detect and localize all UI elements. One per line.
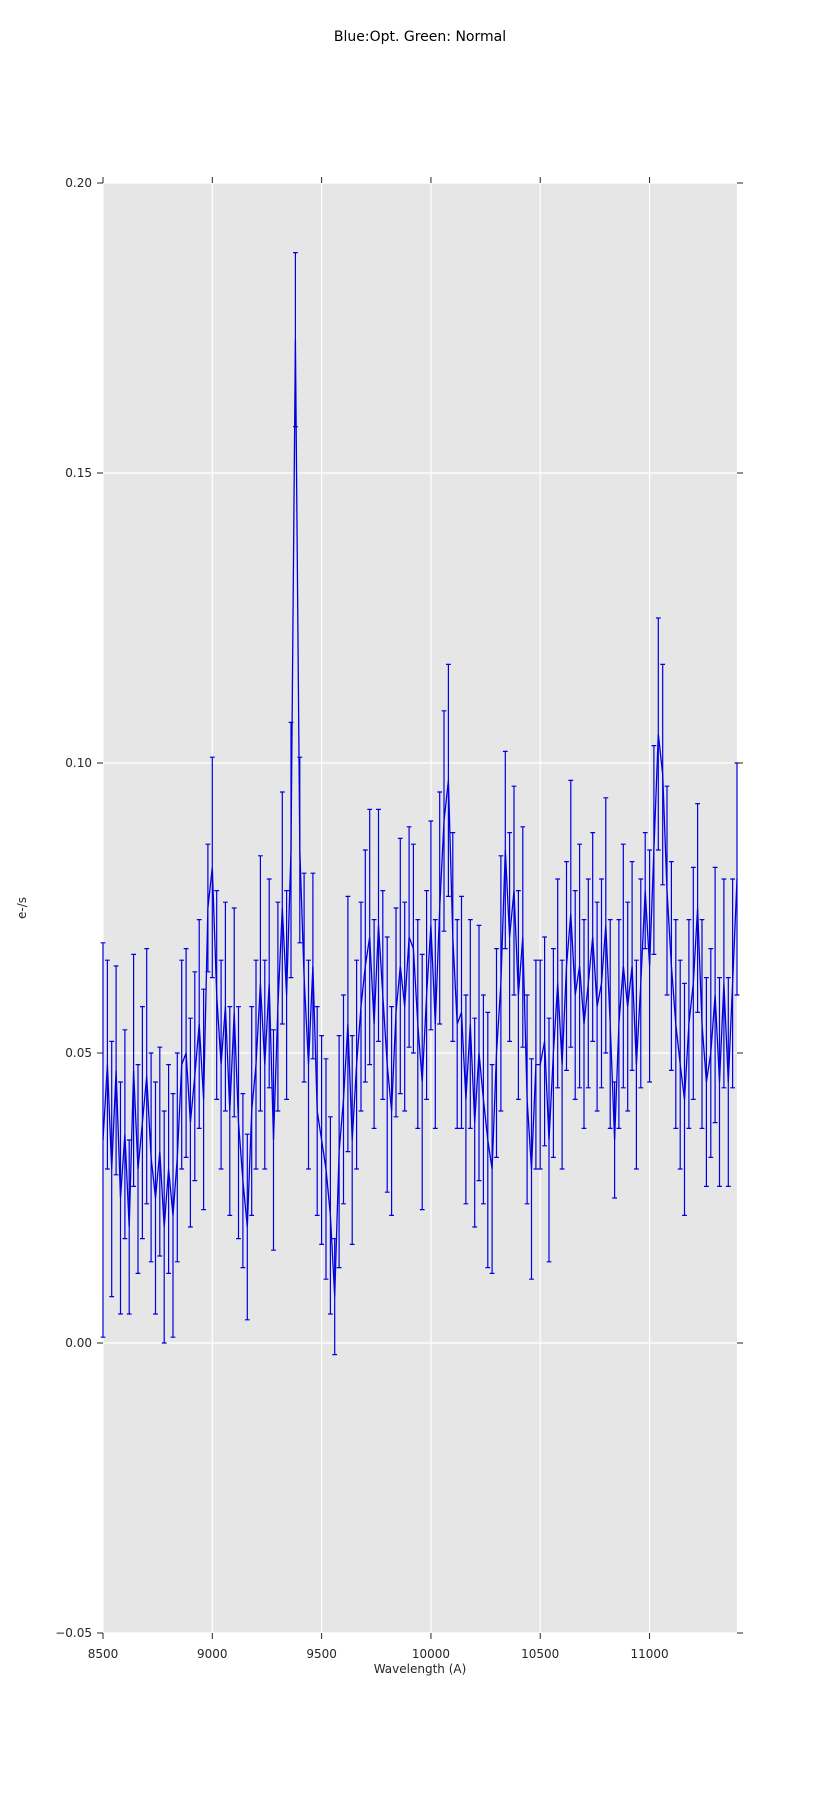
x-tick-label: 10000 — [412, 1647, 450, 1661]
y-tick-label: 0.20 — [65, 176, 92, 190]
y-tick-label: 0.10 — [65, 756, 92, 770]
y-tick-label: 0.05 — [65, 1046, 92, 1060]
x-tick-label: 8500 — [88, 1647, 119, 1661]
chart-title: Blue:Opt. Green: Normal — [333, 29, 507, 45]
x-tick-label: 9500 — [306, 1647, 337, 1661]
x-tick-label: 10500 — [521, 1647, 559, 1661]
x-axis-label: Wavelength (A) — [373, 1662, 467, 1676]
y-tick-label: 0.15 — [65, 466, 92, 480]
plot-background — [103, 183, 737, 1633]
y-tick-label: 0.00 — [65, 1336, 92, 1350]
y-tick-label: −0.05 — [55, 1626, 92, 1640]
x-tick-label: 11000 — [630, 1647, 668, 1661]
axis-ticks — [97, 177, 743, 1639]
x-tick-label: 9000 — [197, 1647, 228, 1661]
data-line — [102, 339, 738, 1297]
